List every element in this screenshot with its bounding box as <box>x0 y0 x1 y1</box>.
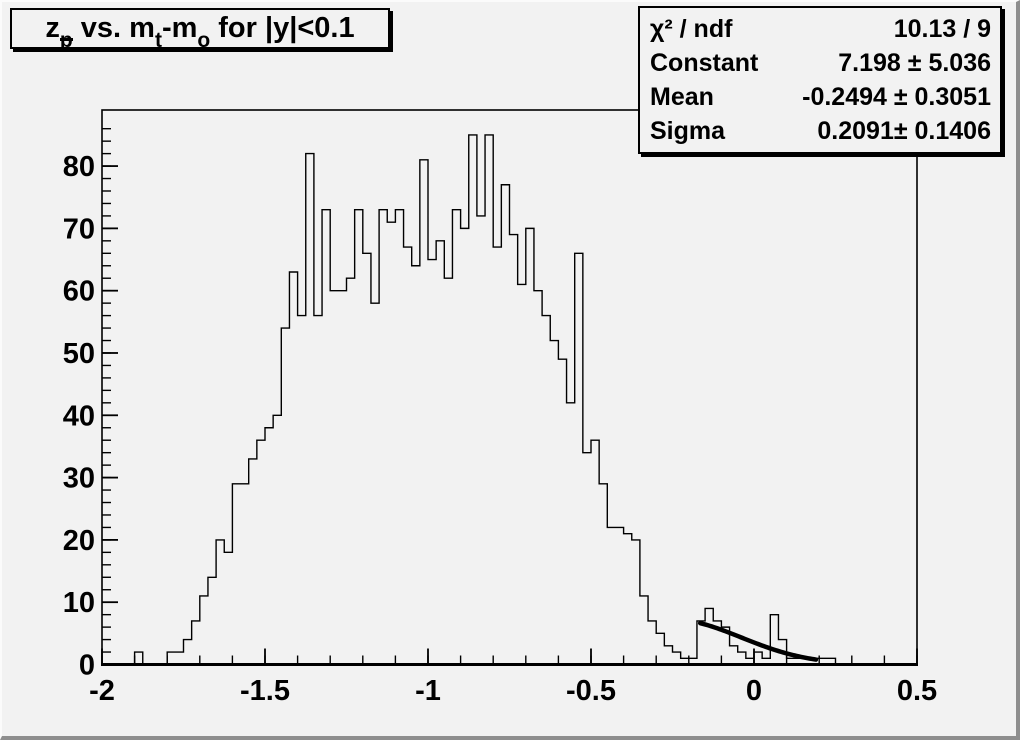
stats-label: χ² / ndf <box>650 14 733 43</box>
title-segment: t <box>154 29 162 52</box>
plot-title: zp vs. mt-mo for |y|<0.1 <box>45 12 355 51</box>
y-tick-label: 40 <box>63 400 95 432</box>
stats-label: Sigma <box>650 116 726 145</box>
fit-curve <box>697 620 819 662</box>
y-tick-label: 30 <box>63 463 95 495</box>
title-box: zp vs. mt-mo for |y|<0.1 <box>10 8 390 51</box>
stats-value: 10.13 / 9 <box>893 14 991 43</box>
stats-row: Mean -0.2494 ± 0.3051 <box>650 82 991 111</box>
stats-box: χ² / ndf 10.13 / 9 Constant 7.198 ± 5.036 Me… <box>638 6 1002 154</box>
title-segment: -m <box>161 12 198 44</box>
title-segment: o <box>197 29 211 52</box>
stats-row: Sigma 0.2091± 0.1406 <box>650 116 991 145</box>
title-segment: for |y|<0.1 <box>210 12 355 44</box>
title-segment: p <box>59 29 73 52</box>
x-tick-label: -0.5 <box>566 675 616 707</box>
x-tick-label: -1.5 <box>240 675 290 707</box>
y-tick-label: 10 <box>63 587 95 619</box>
stats-label: Constant <box>650 48 759 77</box>
x-tick-label: -1 <box>415 675 441 707</box>
stats-value: -0.2494 ± 0.3051 <box>802 82 991 111</box>
stats-label: Mean <box>650 82 714 111</box>
stats-value: 0.2091± 0.1406 <box>817 116 991 145</box>
stats-row: Constant 7.198 ± 5.036 <box>650 48 991 77</box>
x-tick-label: 0.5 <box>897 675 937 707</box>
stats-row: χ² / ndf 10.13 / 9 <box>650 14 991 43</box>
y-tick-label: 70 <box>63 213 95 245</box>
y-tick-label: 50 <box>63 338 95 370</box>
y-tick-label: 60 <box>63 276 95 308</box>
histogram-line <box>102 134 917 666</box>
title-segment: z <box>45 12 60 44</box>
y-tick-label: 20 <box>63 525 95 557</box>
title-segment: vs. m <box>72 12 155 44</box>
y-tick-label: 80 <box>63 151 95 183</box>
x-tick-label: 0 <box>746 675 762 707</box>
stats-value: 7.198 ± 5.036 <box>838 48 991 77</box>
x-tick-label: -2 <box>89 675 115 707</box>
y-tick-label: 0 <box>79 650 95 682</box>
